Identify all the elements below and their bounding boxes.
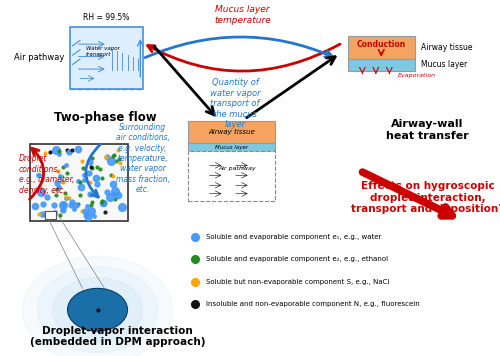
- Text: Soluble and evaporable component e₂, e.g., ethanol: Soluble and evaporable component e₂, e.g…: [206, 256, 388, 262]
- Text: Quantity of
water vapor
transport of
the mucus
layer: Quantity of water vapor transport of the…: [210, 78, 260, 129]
- Text: Insoluble and non-evaporable component N, e.g., fluorescein: Insoluble and non-evaporable component N…: [206, 301, 420, 307]
- Text: Mucus layer: Mucus layer: [214, 145, 248, 150]
- Text: Water vapor
transport: Water vapor transport: [86, 46, 120, 57]
- Text: Mucus layer: Mucus layer: [421, 61, 467, 69]
- Text: Airway tissue: Airway tissue: [421, 43, 472, 52]
- Text: Mucus layer
temperature: Mucus layer temperature: [214, 5, 271, 25]
- Text: Two-phase flow: Two-phase flow: [54, 111, 156, 124]
- Circle shape: [52, 278, 142, 342]
- Text: Air pathway: Air pathway: [218, 166, 256, 171]
- Text: Soluble but non-evaporable component S, e.g., NaCl: Soluble but non-evaporable component S, …: [206, 279, 390, 284]
- Circle shape: [68, 288, 128, 331]
- Text: Evaporation: Evaporation: [398, 73, 436, 78]
- Bar: [188, 143, 275, 152]
- Bar: [30, 144, 128, 221]
- Text: Droplet
conditions,
e.g., diameter,
density, etc.: Droplet conditions, e.g., diameter, dens…: [19, 155, 74, 194]
- Text: Conduction: Conduction: [356, 40, 406, 49]
- Text: Droplet-vapor interaction
(embedded in DPM approach): Droplet-vapor interaction (embedded in D…: [30, 326, 206, 347]
- Text: Airway tissue: Airway tissue: [208, 129, 254, 135]
- Circle shape: [38, 267, 158, 352]
- Bar: [44, 211, 56, 219]
- Text: Airway-wall
heat transfer: Airway-wall heat transfer: [386, 119, 469, 141]
- Bar: [348, 36, 415, 59]
- Text: Soluble and evaporable component e₁, e.g., water: Soluble and evaporable component e₁, e.g…: [206, 234, 382, 240]
- Bar: [70, 27, 142, 89]
- Text: RH = 99.5%: RH = 99.5%: [83, 14, 130, 22]
- Text: Air pathway: Air pathway: [14, 53, 64, 62]
- Bar: [188, 152, 275, 201]
- Bar: [188, 121, 275, 143]
- Bar: [348, 59, 415, 71]
- Circle shape: [22, 256, 172, 356]
- Text: Surrounding
air conditions,
e.g. velocity,
temperature,
water vapor
mass fractio: Surrounding air conditions, e.g. velocit…: [116, 123, 170, 194]
- Text: Effects on hygroscopic
droplet interaction,
transport and deposition?: Effects on hygroscopic droplet interacti…: [351, 181, 500, 214]
